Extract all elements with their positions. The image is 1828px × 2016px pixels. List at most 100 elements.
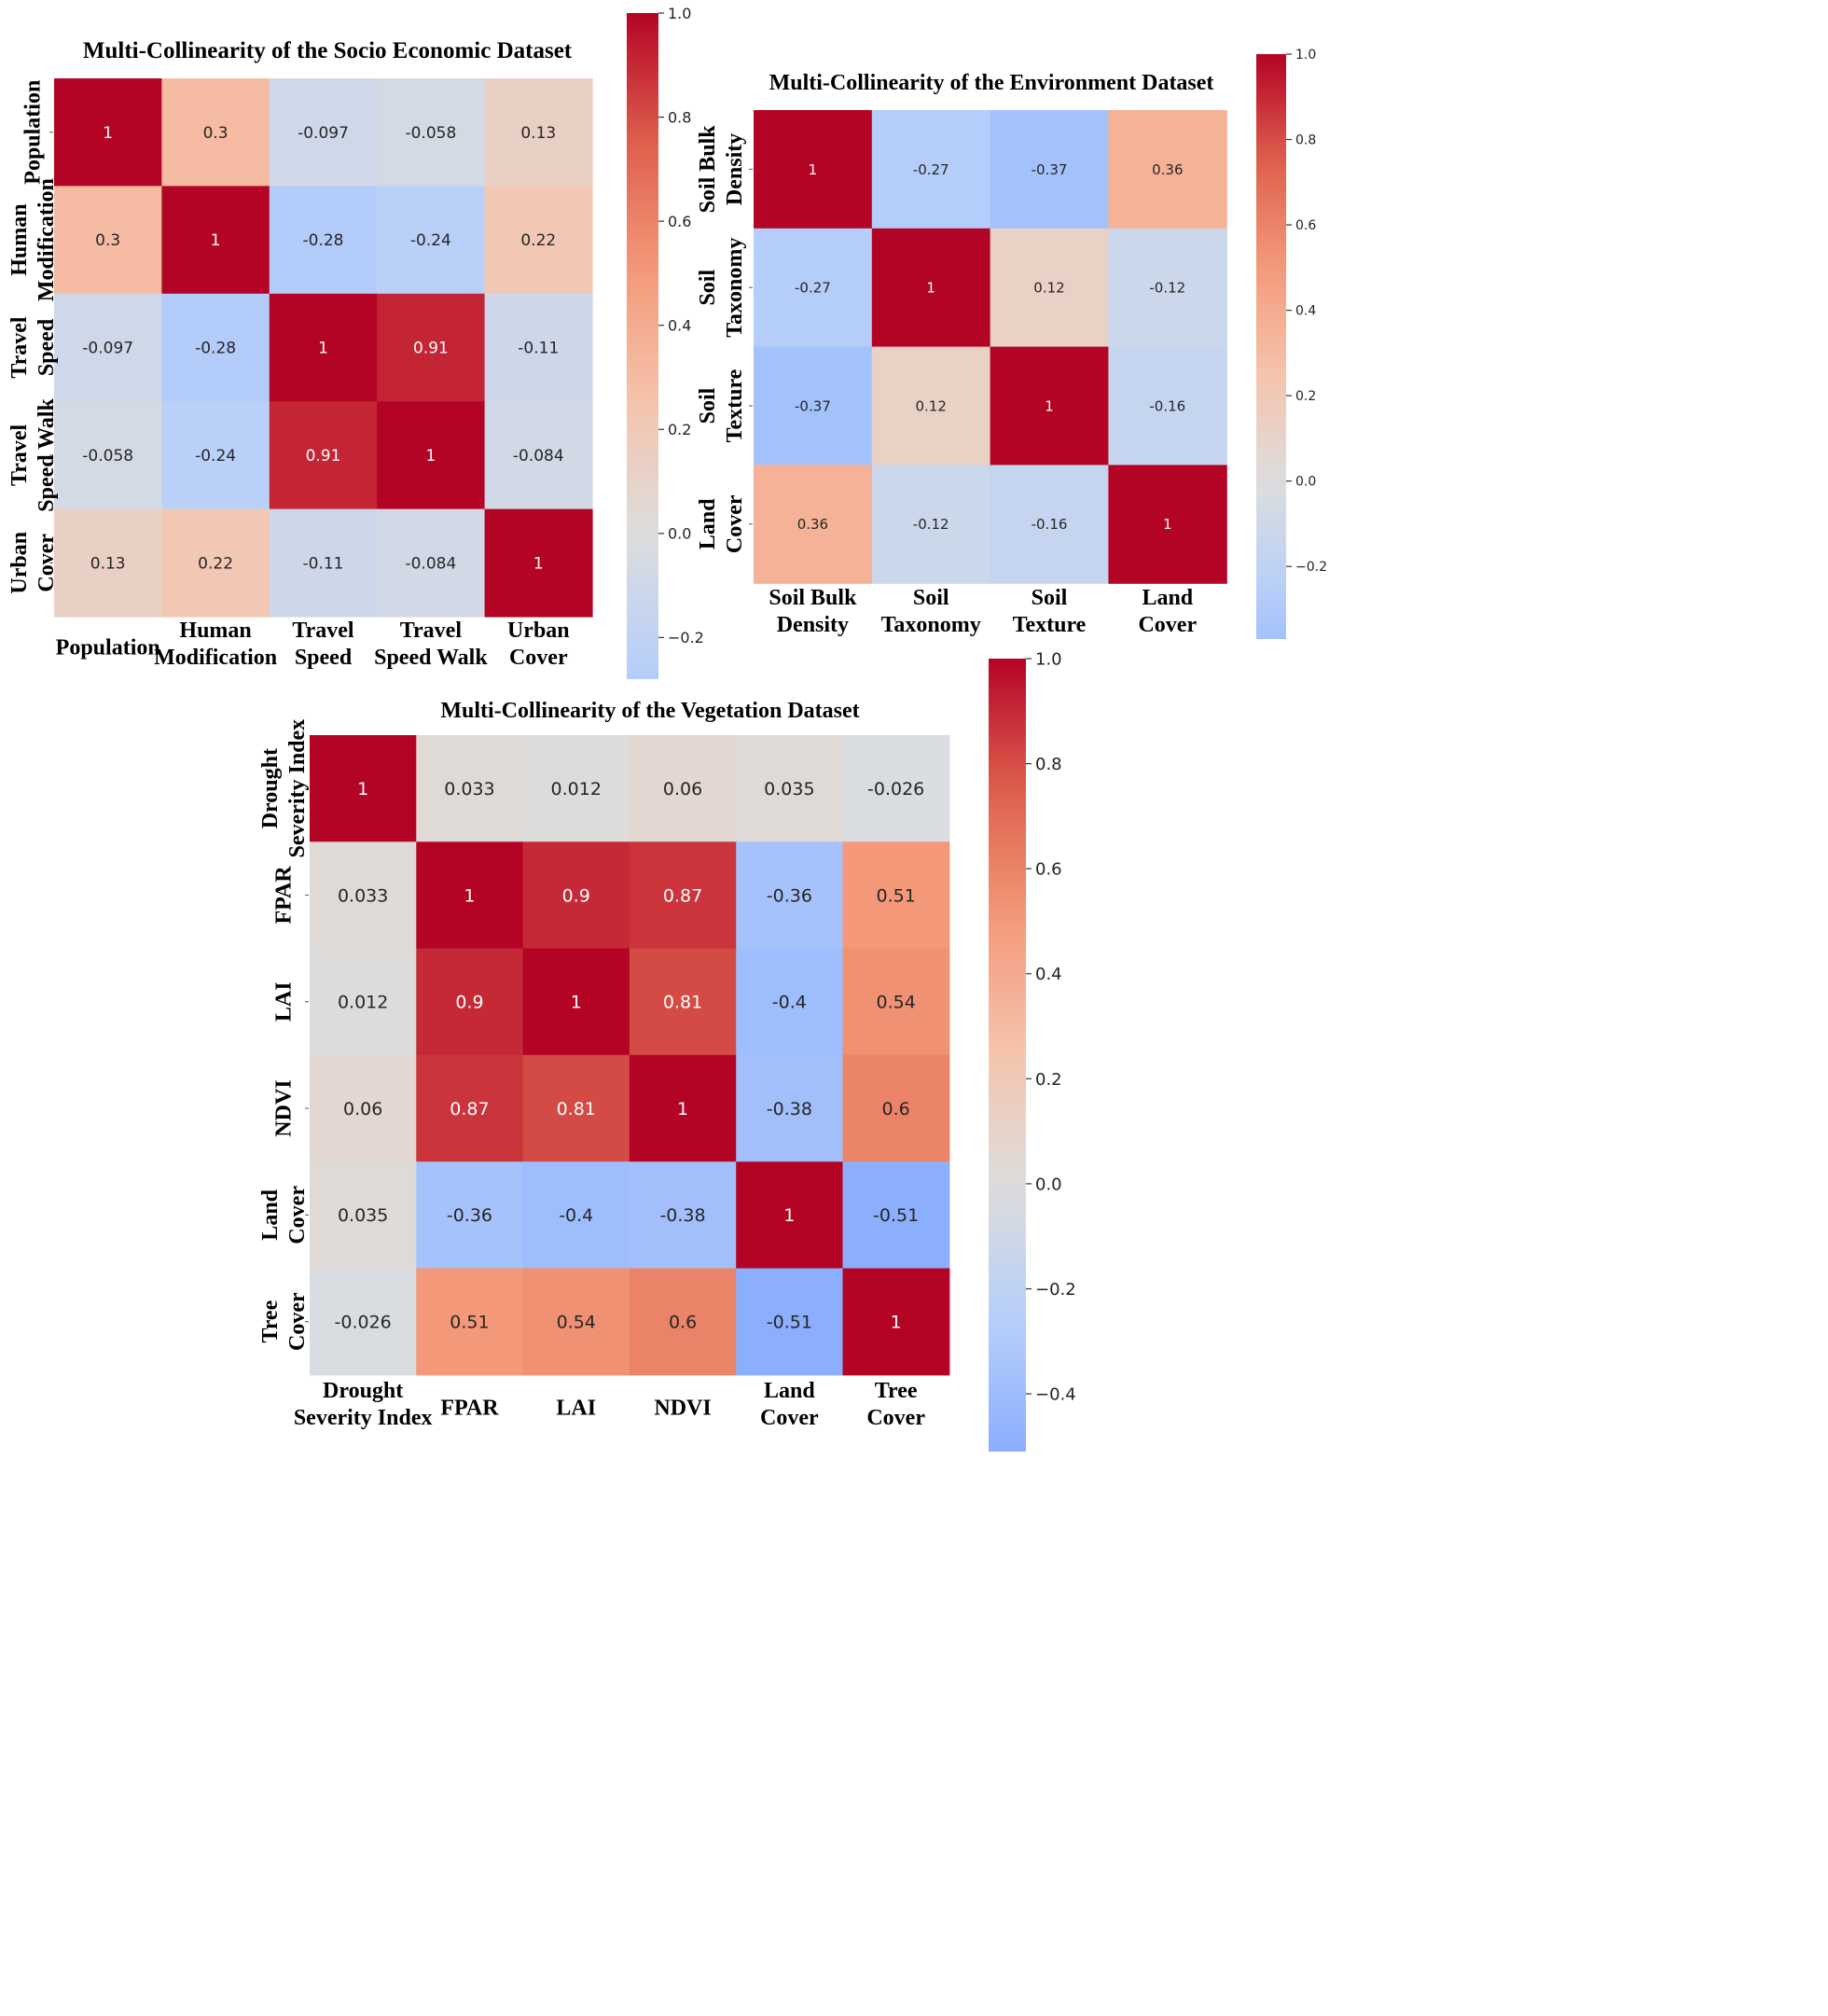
cell-value-label: -0.058: [405, 124, 456, 143]
cell-value-label: 1: [677, 1099, 688, 1119]
cell-value-label: 1: [1045, 397, 1054, 414]
cell-value-label: 0.91: [413, 340, 449, 358]
column-label-line: Population: [56, 636, 160, 660]
cell-value-label: -0.11: [303, 554, 344, 573]
cell-value-label: -0.38: [767, 1099, 812, 1119]
heatmap-cell: [54, 186, 162, 295]
cell-value-label: 0.12: [915, 397, 946, 414]
cell-value-label: 0.033: [444, 779, 494, 799]
cell-value-label: -0.026: [867, 779, 924, 799]
cell-value-label: 1: [891, 1312, 902, 1332]
heatmap-cell: [484, 78, 593, 187]
heatmap-cell: [754, 228, 873, 348]
heatmap-cell: [416, 735, 524, 842]
cell-value-label: -0.16: [1032, 516, 1068, 533]
row-label-line: Density: [723, 133, 747, 205]
cell-value-label: 0.6: [882, 1099, 910, 1119]
cell-value-label: 1: [211, 231, 221, 250]
column-label-line: Severity Index: [294, 1406, 433, 1430]
row-label-line: Soil Bulk: [696, 125, 720, 214]
cell-value-label: 0.13: [90, 554, 126, 573]
heatmap-cell: [377, 186, 486, 295]
heatmap-cell: [416, 1268, 524, 1376]
cell-value-label: 0.033: [338, 885, 388, 906]
colorbar-tick-label: 0.8: [1035, 755, 1062, 774]
colorbar-tick-label: 0.0: [1035, 1175, 1062, 1194]
cell-value-label: 0.035: [338, 1205, 388, 1226]
cell-value-label: -0.058: [82, 447, 133, 466]
heatmap-cell: [484, 508, 593, 618]
chart-title: Multi-Collinearity of the Socio Economic…: [83, 38, 573, 63]
heatmap-cell: [871, 465, 991, 584]
heatmap-cell: [522, 1054, 630, 1162]
socio-economic-heatmap: Multi-Collinearity of the Socio Economic…: [7, 5, 704, 679]
colorbar-tick-label: 1.0: [1295, 48, 1316, 63]
cell-value-label: 0.3: [203, 124, 228, 143]
colorbar-tick-label: 0.4: [1295, 304, 1316, 319]
row-label: LAI: [271, 981, 296, 1022]
column-label-line: Soil: [1032, 586, 1068, 610]
cell-value-label: -0.026: [335, 1312, 392, 1332]
colorbar-tick-label: 0.2: [1295, 389, 1316, 404]
heatmap-cell: [842, 735, 950, 842]
colorbar: [989, 659, 1026, 1452]
colorbar: [627, 13, 658, 679]
row-label: Urban Cover: [7, 532, 59, 594]
cell-value-label: 1: [809, 161, 818, 178]
colorbar-tick-label: 0.0: [1295, 475, 1316, 490]
heatmap-cell: [1108, 110, 1227, 229]
heatmap-cell: [990, 228, 1109, 348]
column-label-line: Soil Bulk: [769, 586, 857, 610]
cell-value-label: -0.084: [405, 554, 456, 573]
heatmap-cell: [871, 346, 991, 466]
heatmap-cell: [377, 401, 486, 510]
colorbar-tick-label: 1.0: [1035, 649, 1062, 669]
colorbar-tick-label: −0.2: [1295, 560, 1327, 575]
heatmap-cell: [736, 1161, 844, 1270]
chart-title: Multi-Collinearity of the Environment Da…: [769, 71, 1214, 95]
column-label: Human Modification: [154, 619, 277, 670]
cell-value-label: 1: [1163, 516, 1172, 533]
column-label-line: Tree: [875, 1379, 918, 1403]
column-label-line: FPAR: [440, 1397, 499, 1421]
row-label: Soil Taxonomy: [696, 238, 747, 338]
row-label: Land Cover: [696, 494, 747, 553]
cell-value-label: 0.06: [663, 779, 702, 799]
cell-value-label: 0.36: [797, 516, 828, 533]
colorbar-tick-label: 0.4: [1035, 965, 1062, 984]
column-label-line: Travel: [292, 619, 354, 643]
heatmap-cell: [842, 841, 950, 950]
row-label-line: Tree: [258, 1300, 283, 1342]
row-label: Drought Severity Index: [258, 719, 310, 858]
heatmap-cell: [161, 508, 270, 618]
heatmap-cell: [484, 401, 593, 510]
column-label-line: Cover: [866, 1406, 925, 1430]
row-label-line: Taxonomy: [723, 238, 747, 338]
cell-value-label: -0.36: [447, 1205, 492, 1226]
heatmap-cell: [871, 228, 991, 348]
column-label: Land Cover: [1138, 586, 1197, 637]
row-label: Soil Bulk Density: [696, 125, 747, 214]
row-label-line: Speed Walk: [35, 397, 59, 511]
cell-value-label: 0.36: [1152, 161, 1183, 178]
row-label-line: Modification: [35, 178, 59, 301]
cell-value-label: -0.084: [513, 447, 564, 466]
heatmap-cell: [736, 1054, 844, 1162]
heatmap-cell: [842, 1268, 950, 1376]
column-label-line: Cover: [760, 1406, 819, 1430]
column-label: Soil Taxonomy: [881, 586, 981, 637]
column-label-line: Land: [764, 1379, 815, 1403]
row-label-line: FPAR: [271, 866, 296, 925]
column-label-line: Density: [777, 613, 849, 637]
heatmap-cell: [842, 948, 950, 1056]
column-label-line: NDVI: [654, 1397, 711, 1421]
colorbar-tick-label: −0.2: [1035, 1280, 1076, 1300]
heatmap-cell: [310, 1268, 417, 1376]
colorbar-tick-label: −0.2: [668, 629, 704, 647]
cell-value-label: 0.87: [450, 1099, 489, 1119]
row-label: FPAR: [271, 866, 296, 925]
heatmap-cell: [161, 186, 270, 295]
row-label: Travel Speed: [7, 316, 59, 379]
heatmap-cell: [736, 735, 844, 842]
column-label: Travel Speed: [292, 619, 354, 670]
